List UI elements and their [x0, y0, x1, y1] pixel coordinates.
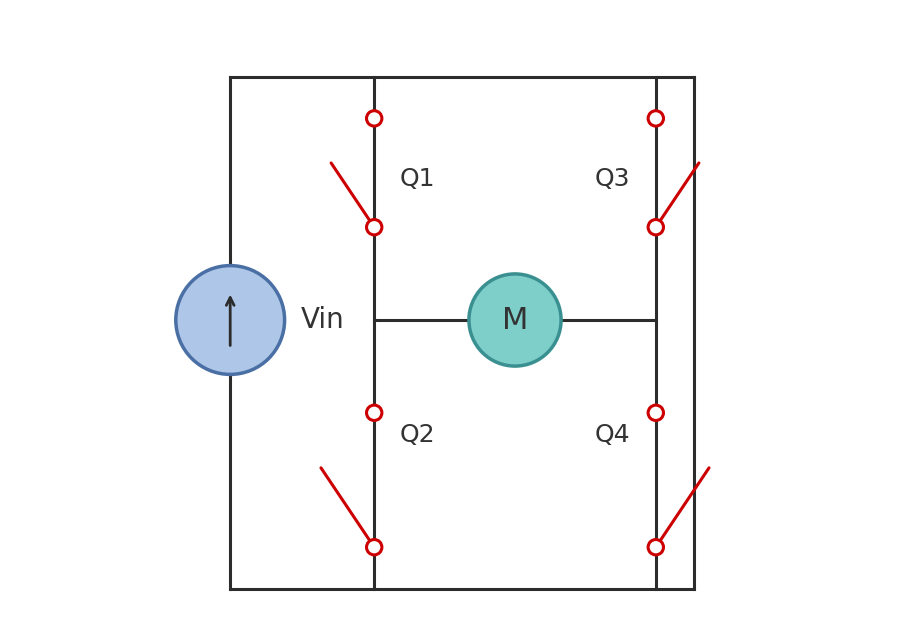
Circle shape	[366, 405, 382, 420]
Circle shape	[366, 220, 382, 235]
Text: M: M	[502, 305, 529, 335]
Text: Q2: Q2	[400, 423, 436, 447]
Circle shape	[469, 274, 561, 366]
Circle shape	[649, 405, 664, 420]
Circle shape	[366, 540, 382, 555]
Circle shape	[649, 220, 664, 235]
Text: Vin: Vin	[300, 306, 345, 334]
Text: Q1: Q1	[400, 167, 436, 191]
Circle shape	[649, 111, 664, 126]
Circle shape	[649, 540, 664, 555]
Circle shape	[366, 111, 382, 126]
Text: Q4: Q4	[594, 423, 630, 447]
Text: Q3: Q3	[594, 167, 630, 191]
Circle shape	[176, 266, 285, 374]
